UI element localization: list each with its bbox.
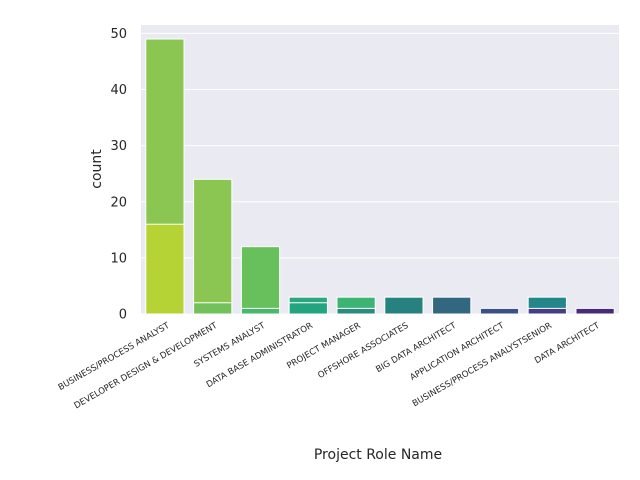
bar <box>432 296 472 315</box>
y-tick-label: 50 <box>110 27 127 42</box>
y-tick-label: 30 <box>110 139 127 154</box>
y-tick-labels: 0 10 20 30 40 50 <box>110 27 127 323</box>
y-tick-label: 0 <box>119 308 127 323</box>
bar <box>193 302 233 315</box>
bar <box>384 296 424 315</box>
bars <box>145 38 615 315</box>
bar <box>288 302 328 315</box>
x-tick-label: BIG DATA ARCHITECT <box>374 321 458 376</box>
x-tick-label: OFFSHORE ASSOCIATES <box>316 321 410 381</box>
bar <box>575 307 615 315</box>
bar <box>479 307 520 315</box>
bar <box>240 246 281 315</box>
bar <box>336 307 376 315</box>
bar <box>240 307 281 315</box>
x-axis-label: Project Role Name <box>314 447 442 463</box>
y-axis-label: count <box>89 149 105 189</box>
y-tick-label: 40 <box>110 83 127 98</box>
bar <box>527 307 567 315</box>
y-tick-label: 10 <box>110 251 127 266</box>
y-tick-label: 20 <box>110 195 127 210</box>
bar <box>193 178 233 315</box>
bar <box>145 223 185 315</box>
